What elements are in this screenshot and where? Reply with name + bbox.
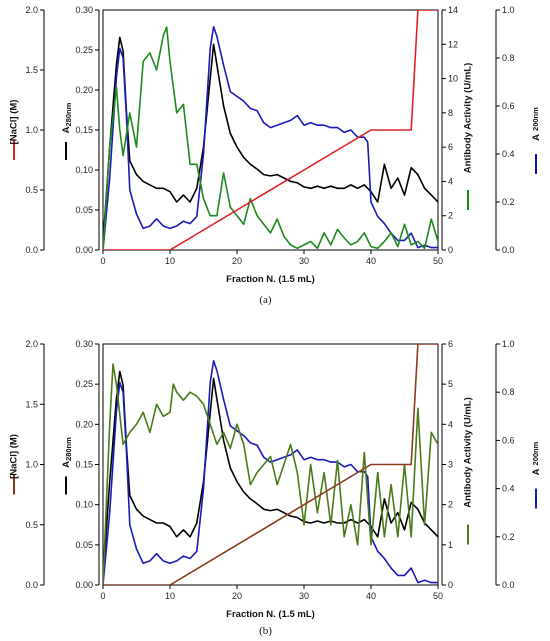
activity-axis-tick-label: 12: [448, 39, 458, 49]
activity-axis-tick-label: 0: [448, 245, 453, 255]
activity-axis-tick-label: 4: [448, 419, 453, 429]
x-tick-label: 0: [100, 256, 105, 266]
a280-axis-tick-label: 0.15: [75, 125, 93, 135]
activity-axis-label: Antibody Activity (U/mL): [463, 397, 474, 507]
activity-series-line: [103, 363, 438, 585]
nacl-axis-tick-label: 0.0: [25, 245, 38, 255]
series-group: [103, 344, 438, 585]
panel-caption: (a): [259, 294, 272, 306]
nacl-axis-tick-label: 1.5: [25, 65, 38, 75]
a200-axis-label: A 200nm: [531, 441, 542, 475]
nacl-axis-tick-label: 1.0: [25, 125, 38, 135]
a280-axis-tick-label: 0.05: [75, 205, 93, 215]
a200-axis-tick-label: 1.0: [502, 5, 515, 15]
activity-axis-tick-label: 5: [448, 379, 453, 389]
a280-axis-tick-label: 0.30: [75, 5, 93, 15]
series-group: [103, 10, 438, 250]
activity-axis-tick-label: 10: [448, 74, 458, 84]
a280-label-sub: 280nm: [64, 102, 73, 126]
nacl-axis-tick-label: 2.0: [25, 339, 38, 349]
a200-axis-label: A 200nm: [531, 107, 542, 141]
a280-series-line: [103, 36, 438, 244]
x-tick-label: 40: [366, 591, 376, 601]
a280-axis-tick-label: 0.10: [75, 165, 93, 175]
nacl-axis-tick-label: 0.5: [25, 520, 38, 530]
a200-label-main: A: [531, 134, 542, 141]
a200-axis-tick-label: 0.4: [502, 149, 515, 159]
activity-axis-tick-label: 14: [448, 5, 458, 15]
x-tick-label: 50: [433, 591, 443, 601]
a280-axis-tick-label: 0.25: [75, 379, 93, 389]
x-axis-label: Fraction N. (1.5 mL): [226, 274, 315, 285]
nacl-series-line: [103, 344, 438, 585]
a280-axis-tick-label: 0.00: [75, 580, 93, 590]
activity-axis-tick-label: 1: [448, 540, 453, 550]
a280-series-line: [103, 370, 438, 579]
activity-axis-tick-label: 0: [448, 580, 453, 590]
a200-label-sub: 200nm: [531, 107, 540, 131]
a200-axis-tick-label: 0.2: [502, 532, 515, 542]
a200-series-line: [103, 360, 438, 585]
a200-axis-tick-label: 0.2: [502, 197, 515, 207]
activity-axis-tick-label: 4: [448, 176, 453, 186]
a200-axis-tick-label: 0.8: [502, 387, 515, 397]
a200-axis-tick-label: 0.8: [502, 53, 515, 63]
a280-axis-tick-label: 0.15: [75, 460, 93, 470]
activity-series-line: [103, 26, 438, 250]
a200-label-main: A: [531, 468, 542, 475]
activity-axis-tick-label: 2: [448, 211, 453, 221]
x-tick-label: 30: [299, 591, 309, 601]
a280-axis-label: A280nm: [61, 437, 73, 468]
plot-frame: [102, 343, 439, 586]
a280-axis-tick-label: 0.30: [75, 339, 93, 349]
nacl-axis-tick-label: 1.5: [25, 399, 38, 409]
a280-axis-tick-label: 0.20: [75, 85, 93, 95]
activity-axis-tick-label: 8: [448, 108, 453, 118]
nacl-axis-tick-label: 0.5: [25, 185, 38, 195]
a200-axis-tick-label: 0.0: [502, 580, 515, 590]
a200-axis-tick-label: 0.0: [502, 245, 515, 255]
x-axis-label: Fraction N. (1.5 mL): [226, 609, 315, 620]
a200-label-sub: 200nm: [531, 441, 540, 465]
a200-series-line: [103, 26, 438, 250]
x-tick-label: 10: [165, 256, 175, 266]
x-tick-label: 50: [433, 256, 443, 266]
nacl-axis-label: [NaCl] (M): [9, 100, 20, 145]
a280-axis-tick-label: 0.20: [75, 419, 93, 429]
nacl-axis-label: [NaCl] (M): [9, 434, 20, 479]
panel-caption: (b): [259, 625, 272, 637]
a200-axis-tick-label: 0.6: [502, 101, 515, 111]
nacl-axis-tick-label: 2.0: [25, 5, 38, 15]
activity-axis-tick-label: 2: [448, 500, 453, 510]
a200-axis-tick-label: 0.4: [502, 484, 515, 494]
a200-axis-tick-label: 0.6: [502, 435, 515, 445]
a280-label-main: A: [61, 126, 72, 133]
x-tick-label: 40: [366, 256, 376, 266]
activity-axis-tick-label: 3: [448, 460, 453, 470]
plot-frame: [102, 9, 439, 251]
activity-axis-tick-label: 6: [448, 142, 453, 152]
activity-axis-tick-label: 6: [448, 339, 453, 349]
a200-axis-tick-label: 1.0: [502, 339, 515, 349]
nacl-axis-tick-label: 1.0: [25, 460, 38, 470]
a280-axis-tick-label: 0.25: [75, 45, 93, 55]
nacl-series-line: [103, 10, 438, 250]
x-tick-label: 10: [165, 591, 175, 601]
a280-axis-label: A280nm: [61, 102, 73, 133]
a280-axis-tick-label: 0.10: [75, 500, 93, 510]
a280-label-main: A: [61, 461, 72, 468]
x-tick-label: 0: [100, 591, 105, 601]
x-tick-label: 30: [299, 256, 309, 266]
x-tick-label: 20: [232, 591, 242, 601]
x-tick-label: 20: [232, 256, 242, 266]
a280-axis-tick-label: 0.00: [75, 245, 93, 255]
a280-axis-tick-label: 0.05: [75, 540, 93, 550]
a280-label-sub: 280nm: [64, 437, 73, 461]
activity-axis-label: Antibody Activity (U/mL): [463, 63, 474, 173]
nacl-axis-tick-label: 0.0: [25, 580, 38, 590]
